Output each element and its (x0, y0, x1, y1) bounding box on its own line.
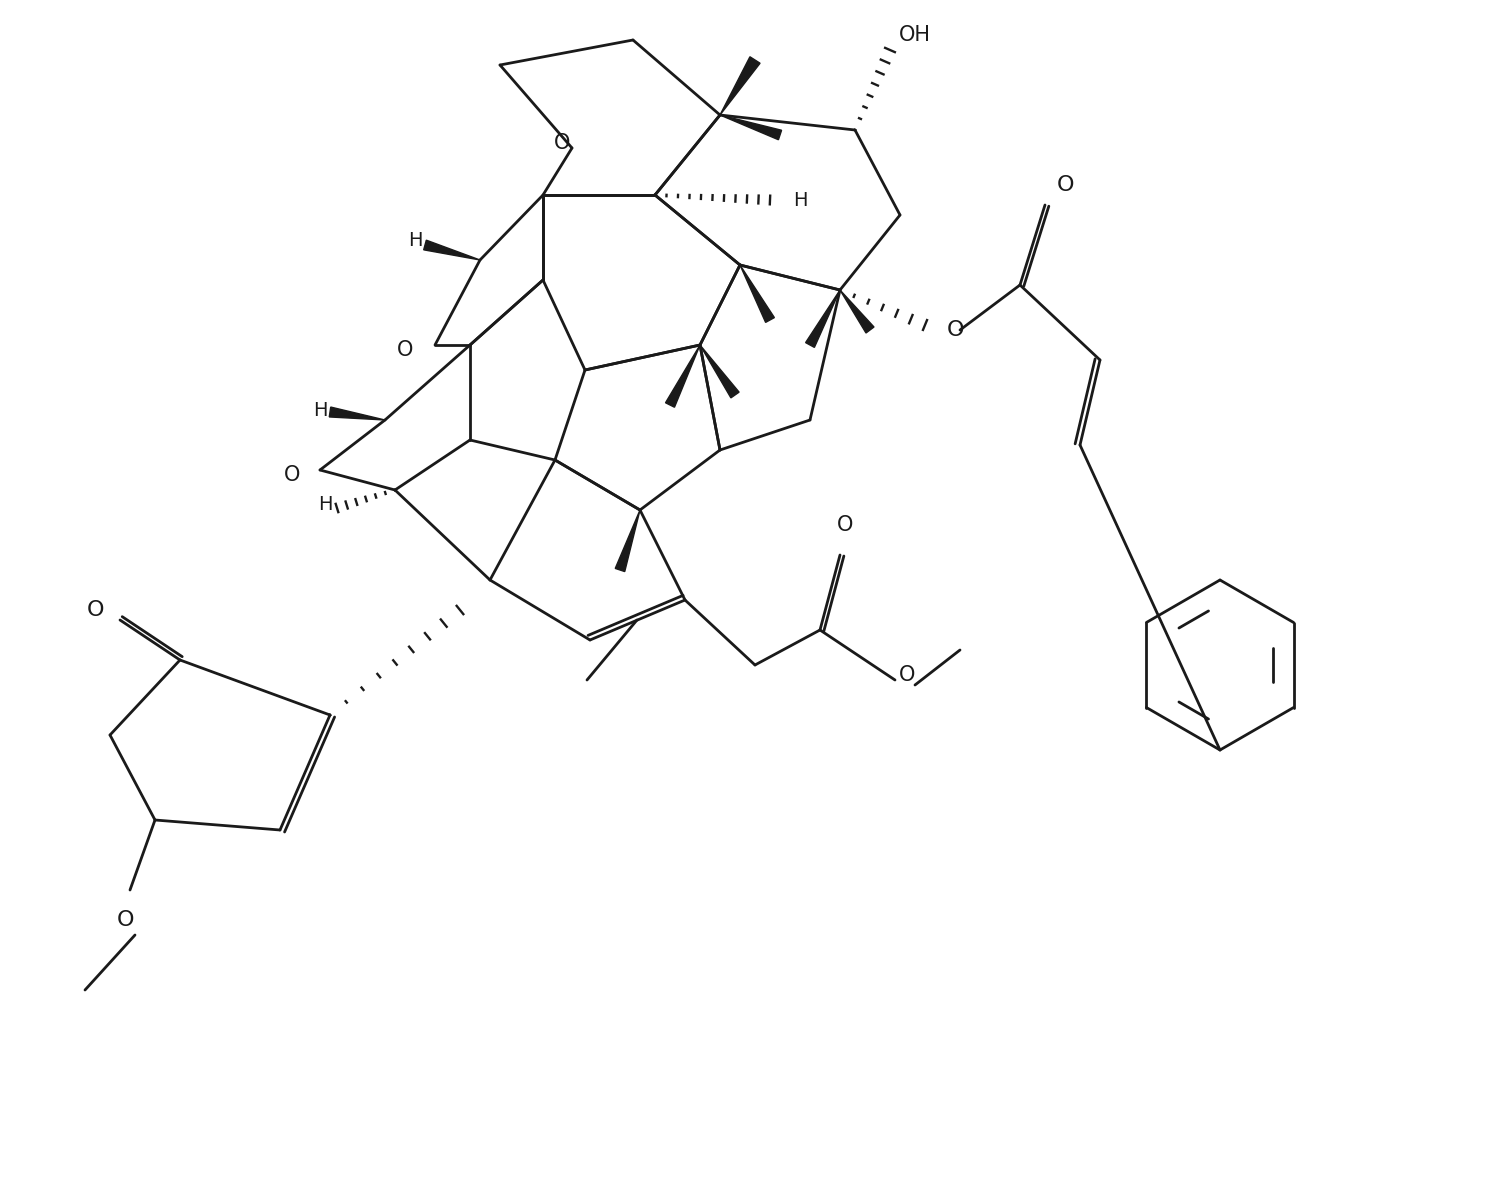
Polygon shape (740, 265, 774, 322)
Text: H: H (792, 190, 807, 210)
Text: O: O (86, 600, 104, 621)
Text: O: O (284, 465, 300, 485)
Text: O: O (116, 910, 134, 930)
Polygon shape (666, 345, 700, 407)
Text: O: O (554, 133, 571, 153)
Polygon shape (805, 290, 840, 347)
Text: O: O (899, 665, 915, 685)
Polygon shape (840, 290, 874, 333)
Text: O: O (837, 515, 853, 536)
Text: OH: OH (899, 25, 932, 46)
Text: O: O (397, 340, 413, 361)
Text: H: H (312, 400, 327, 419)
Polygon shape (721, 56, 759, 115)
Text: O: O (947, 320, 964, 340)
Text: O: O (1057, 175, 1074, 195)
Polygon shape (330, 407, 385, 420)
Text: H: H (407, 230, 422, 249)
Polygon shape (700, 345, 739, 398)
Text: H: H (318, 496, 333, 514)
Polygon shape (721, 115, 782, 140)
Polygon shape (615, 510, 640, 571)
Polygon shape (424, 240, 480, 260)
